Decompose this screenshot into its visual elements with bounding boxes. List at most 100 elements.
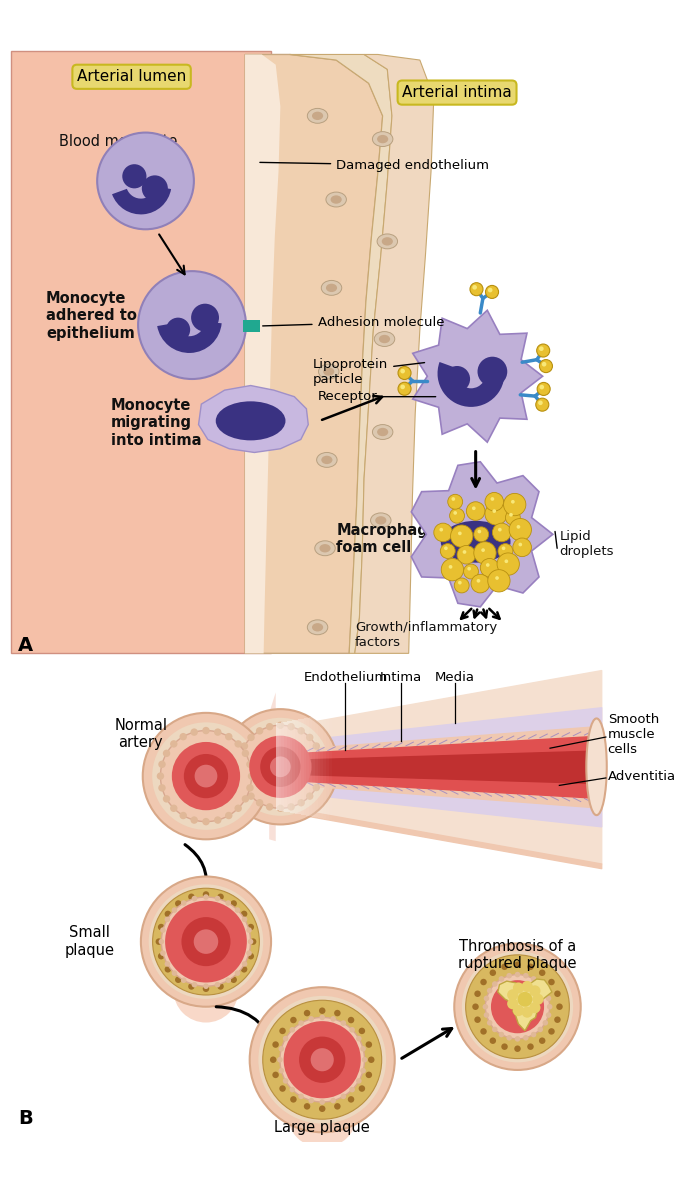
Circle shape	[368, 1056, 375, 1064]
Circle shape	[242, 917, 248, 922]
Circle shape	[297, 728, 305, 735]
Circle shape	[360, 1068, 366, 1073]
Circle shape	[163, 750, 170, 757]
Circle shape	[246, 927, 252, 933]
Circle shape	[513, 1006, 524, 1016]
Text: Monocyte
adhered to
epithelium: Monocyte adhered to epithelium	[46, 291, 137, 341]
Circle shape	[239, 725, 322, 808]
Text: Receptor: Receptor	[318, 390, 436, 403]
Circle shape	[235, 741, 242, 748]
Circle shape	[518, 543, 522, 547]
Circle shape	[231, 718, 329, 816]
Circle shape	[542, 362, 547, 367]
Circle shape	[226, 977, 231, 983]
Circle shape	[258, 996, 386, 1124]
Circle shape	[256, 728, 263, 735]
Text: Lipid
droplets: Lipid droplets	[560, 530, 614, 557]
Circle shape	[537, 1027, 543, 1033]
Circle shape	[509, 513, 513, 517]
Circle shape	[279, 1028, 286, 1034]
Text: Adhesion molecule: Adhesion molecule	[262, 316, 444, 329]
Circle shape	[514, 962, 521, 968]
Text: Small
plaque: Small plaque	[65, 925, 115, 958]
Bar	[243, 321, 260, 331]
Circle shape	[290, 1017, 296, 1023]
Circle shape	[156, 772, 164, 780]
Circle shape	[498, 544, 513, 558]
Ellipse shape	[441, 521, 511, 563]
Circle shape	[464, 564, 479, 578]
Circle shape	[165, 961, 170, 967]
Circle shape	[225, 812, 233, 820]
Circle shape	[290, 1087, 295, 1092]
Circle shape	[488, 287, 492, 292]
Circle shape	[454, 511, 457, 515]
Circle shape	[466, 955, 569, 1059]
Circle shape	[334, 1103, 341, 1110]
Ellipse shape	[321, 455, 333, 464]
Bar	[287, 722, 290, 812]
Circle shape	[202, 726, 209, 735]
Bar	[309, 717, 312, 816]
Circle shape	[522, 981, 533, 993]
Circle shape	[398, 367, 411, 380]
Circle shape	[366, 1041, 372, 1048]
Circle shape	[241, 911, 248, 917]
Ellipse shape	[373, 131, 393, 147]
Circle shape	[401, 369, 405, 374]
Circle shape	[297, 799, 305, 807]
Circle shape	[470, 283, 483, 296]
Circle shape	[241, 750, 249, 757]
Text: Damaged endothelium: Damaged endothelium	[260, 159, 489, 172]
Circle shape	[313, 784, 320, 791]
Bar	[315, 717, 318, 817]
Circle shape	[537, 382, 550, 395]
Circle shape	[320, 1015, 325, 1020]
Bar	[307, 718, 309, 815]
Circle shape	[241, 967, 248, 972]
Circle shape	[486, 285, 498, 298]
Circle shape	[529, 985, 541, 996]
Circle shape	[246, 784, 254, 791]
Circle shape	[480, 978, 487, 985]
Ellipse shape	[381, 238, 393, 246]
Circle shape	[173, 957, 239, 1022]
Text: Adventitia: Adventitia	[608, 770, 676, 783]
Ellipse shape	[377, 428, 388, 437]
Circle shape	[527, 963, 534, 970]
Circle shape	[194, 764, 218, 788]
Wedge shape	[112, 186, 171, 214]
Circle shape	[122, 164, 146, 188]
Circle shape	[356, 1078, 362, 1084]
Circle shape	[536, 399, 549, 412]
Circle shape	[304, 1103, 310, 1110]
Circle shape	[309, 1098, 314, 1104]
Bar	[328, 715, 332, 820]
Circle shape	[152, 723, 260, 829]
Circle shape	[290, 1027, 295, 1033]
Circle shape	[188, 893, 194, 900]
Circle shape	[475, 1016, 481, 1023]
Circle shape	[246, 950, 252, 956]
Circle shape	[531, 976, 537, 982]
Circle shape	[498, 1032, 505, 1037]
Circle shape	[490, 497, 494, 500]
Circle shape	[539, 347, 544, 351]
Circle shape	[480, 558, 499, 577]
Circle shape	[554, 990, 561, 997]
Ellipse shape	[586, 718, 607, 815]
Circle shape	[483, 996, 489, 1001]
Circle shape	[458, 531, 462, 535]
Circle shape	[517, 525, 520, 529]
Circle shape	[449, 509, 464, 523]
Circle shape	[441, 544, 455, 558]
Circle shape	[215, 982, 220, 988]
Circle shape	[299, 1020, 304, 1026]
Text: Thrombosis of a
ruptured plaque: Thrombosis of a ruptured plaque	[458, 939, 577, 971]
Circle shape	[398, 382, 411, 395]
Ellipse shape	[377, 234, 398, 248]
Circle shape	[246, 761, 254, 768]
Circle shape	[248, 953, 254, 959]
Circle shape	[556, 1003, 563, 1010]
Circle shape	[160, 731, 252, 822]
